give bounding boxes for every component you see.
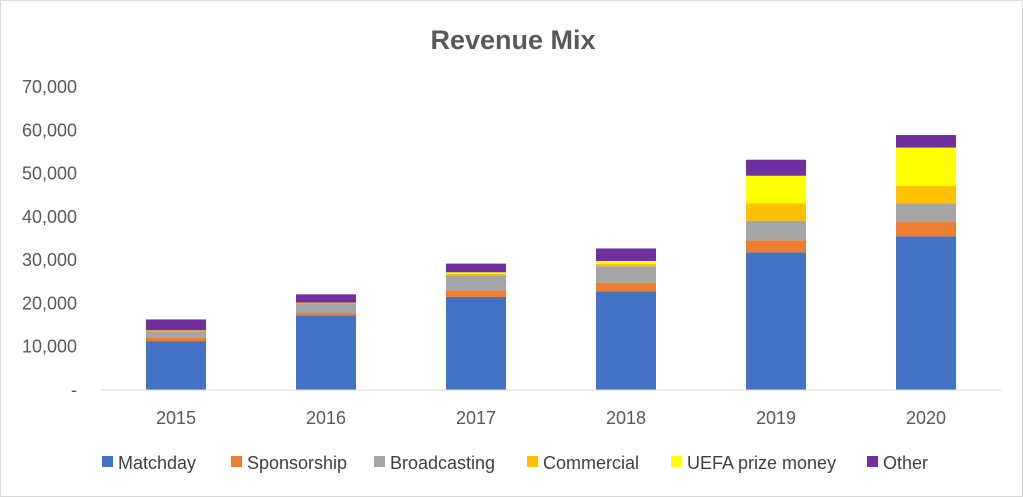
y-tick-label: 10,000 [22,337,77,357]
x-tick-label: 2016 [306,408,346,428]
legend-swatch [671,456,682,467]
x-tick-label: 2017 [456,408,496,428]
legend-item-broadcasting: Broadcasting [374,453,495,473]
bar-segment-matchday-2018 [596,291,656,390]
y-tick-label: - [71,380,77,400]
bar-segment-sponsorship-2016 [296,313,356,316]
bar-segment-uefa-prize-money-2018 [596,261,656,264]
bar-segment-sponsorship-2019 [746,240,806,252]
legend-label: Commercial [543,453,639,473]
bar-segment-broadcasting-2015 [146,331,206,337]
legend-swatch [527,456,538,467]
legend-item-commercial: Commercial [527,453,639,473]
bar-segment-broadcasting-2017 [446,275,506,290]
bar-segment-matchday-2020 [896,236,956,390]
legend-item-sponsorship: Sponsorship [231,453,347,473]
y-tick-label: 70,000 [22,77,77,97]
chart-title: Revenue Mix [430,25,595,55]
bar-segment-other-2020 [896,135,956,148]
x-tick-label: 2019 [756,408,796,428]
x-axis: 2015 2016 2017 2018 2019 2020 [156,408,946,428]
x-tick-label: 2020 [906,408,946,428]
legend-swatch [374,456,385,467]
bar-segment-commercial-2018 [596,264,656,266]
bar-segment-uefa-prize-money-2019 [746,176,806,204]
bar-segment-commercial-2016 [296,303,356,304]
bar-segment-sponsorship-2017 [446,290,506,296]
bar-segment-sponsorship-2015 [146,338,206,341]
bar-segment-sponsorship-2018 [596,283,656,292]
y-tick-label: 60,000 [22,120,77,140]
y-tick-label: 40,000 [22,207,77,227]
y-tick-label: 50,000 [22,164,77,184]
bar-stacks [146,135,956,390]
bar-segment-matchday-2017 [446,297,506,390]
bar-segment-broadcasting-2018 [596,266,656,282]
y-tick-label: 30,000 [22,250,77,270]
legend-label: Broadcasting [390,453,495,473]
legend-label: Other [883,453,928,473]
bar-segment-matchday-2015 [146,341,206,390]
y-tick-label: 20,000 [22,293,77,313]
legend-label: Sponsorship [247,453,347,473]
bar-segment-broadcasting-2016 [296,303,356,313]
bar-segment-broadcasting-2020 [896,203,956,222]
bar-segment-commercial-2017 [446,274,506,275]
bar-segment-commercial-2020 [896,186,956,204]
bar-segment-other-2019 [746,160,806,176]
x-tick-label: 2018 [606,408,646,428]
bar-segment-uefa-prize-money-2020 [896,148,956,186]
bar-segment-sponsorship-2020 [896,222,956,236]
bar-segment-other-2016 [296,294,356,302]
y-axis: - 10,000 20,000 30,000 40,000 50,000 60,000 70,… [22,77,77,400]
bar-segment-broadcasting-2019 [746,221,806,240]
bar-segment-matchday-2016 [296,316,356,390]
legend-item-uefa-prize-money: UEFA prize money [671,453,836,473]
bar-segment-commercial-2015 [146,330,206,331]
bar-segment-uefa-prize-money-2017 [446,272,506,274]
bar-segment-other-2018 [596,248,656,261]
legend-label: UEFA prize money [687,453,836,473]
legend-label: Matchday [118,453,196,473]
legend-swatch [231,456,242,467]
legend-swatch [867,456,878,467]
bar-segment-matchday-2019 [746,252,806,390]
legend-swatch [102,456,113,467]
legend-item-other: Other [867,453,928,473]
bar-segment-commercial-2019 [746,203,806,220]
bar-segment-other-2017 [446,264,506,273]
legend: Matchday Sponsorship Broadcasting Commercia… [102,453,928,473]
x-tick-label: 2015 [156,408,196,428]
legend-item-matchday: Matchday [102,453,196,473]
bar-segment-other-2015 [146,319,206,330]
